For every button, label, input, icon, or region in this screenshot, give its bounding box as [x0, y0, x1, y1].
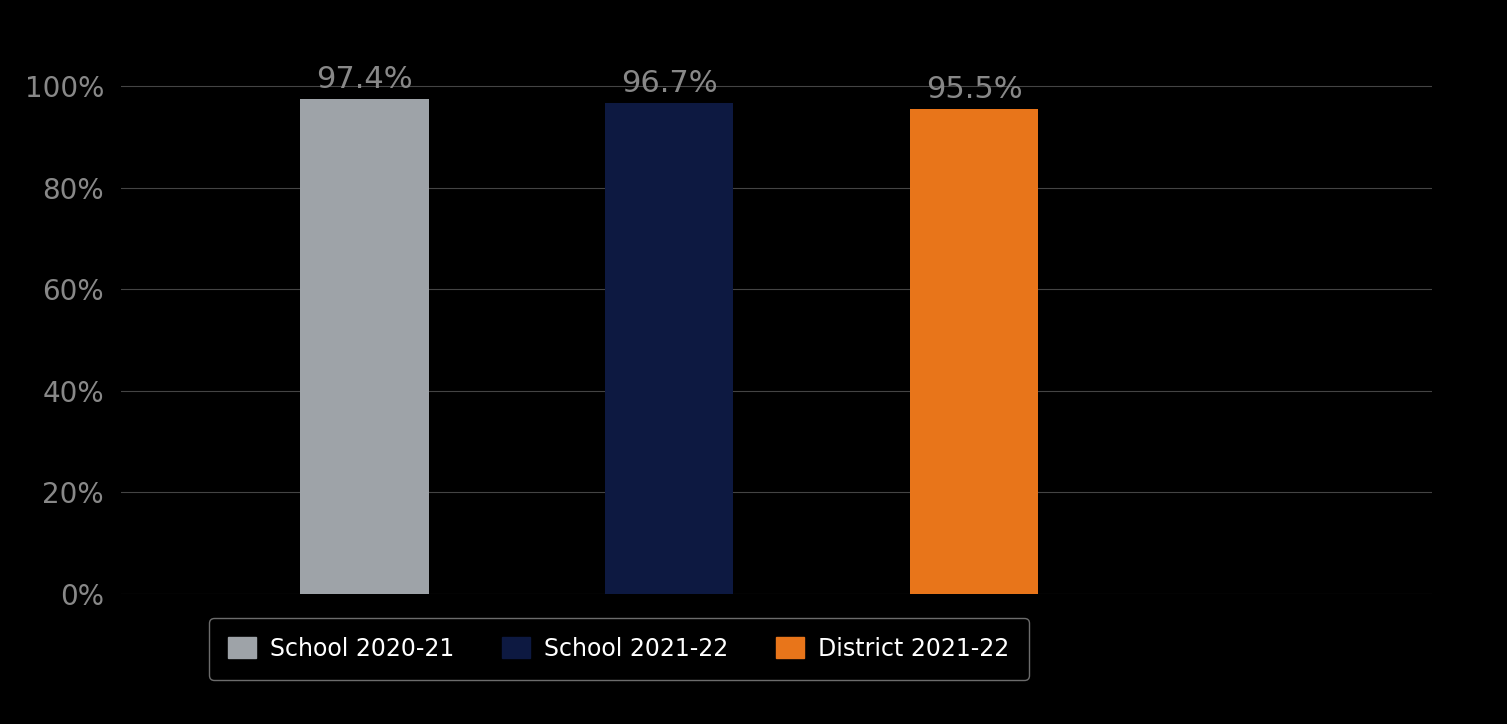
Bar — [606, 103, 734, 594]
Text: 95.5%: 95.5% — [925, 75, 1023, 104]
Legend: School 2020-21, School 2021-22, District 2021-22: School 2020-21, School 2021-22, District… — [209, 618, 1028, 680]
Bar — [910, 109, 1038, 594]
Text: 96.7%: 96.7% — [621, 69, 717, 98]
Text: 97.4%: 97.4% — [316, 65, 413, 94]
Bar — [300, 99, 428, 594]
